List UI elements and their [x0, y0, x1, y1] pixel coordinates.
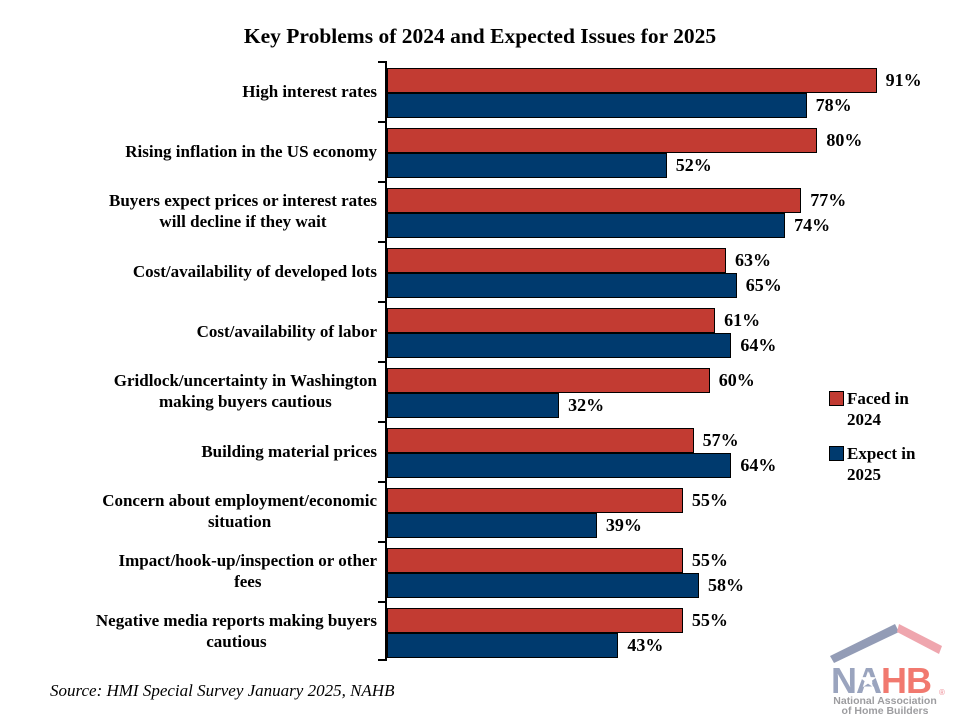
- category-label: Buyers expect prices or interest rates w…: [109, 191, 377, 231]
- value-label: 52%: [675, 155, 712, 175]
- category-labels: High interest rates Rising inflation in t…: [22, 61, 377, 661]
- value-label: 39%: [605, 515, 642, 535]
- bar-faced-2024: [387, 128, 818, 153]
- value-label: 64%: [740, 335, 777, 355]
- axis-tick: [378, 61, 385, 63]
- nahb-logo: NAHB ® National Association of Home Buil…: [830, 624, 945, 716]
- axis-tick: [378, 301, 385, 303]
- category-label: Building material prices: [201, 441, 377, 461]
- axis-tick: [378, 121, 385, 123]
- value-label: 43%: [627, 635, 664, 655]
- bar-faced-2024: [387, 428, 694, 453]
- bar-expect-2025: [387, 213, 786, 238]
- value-label: 57%: [702, 430, 739, 450]
- legend-label-2024: Faced in 2024: [847, 389, 909, 429]
- bar-faced-2024: [387, 68, 877, 93]
- logo-roof-right: [897, 624, 942, 654]
- category-label: Negative media reports making buyers cau…: [95, 611, 377, 651]
- value-label: 91%: [885, 70, 922, 90]
- value-label: 80%: [826, 130, 863, 150]
- logo-wordmark: NAHB: [831, 660, 931, 701]
- bar-expect-2025: [387, 573, 700, 598]
- bar-faced-2024: [387, 548, 683, 573]
- star-icon: [859, 671, 877, 688]
- chart-title: Key Problems of 2024 and Expected Issues…: [243, 24, 717, 48]
- value-label: 55%: [691, 550, 728, 570]
- axis-tick: [378, 659, 385, 661]
- value-label: 58%: [708, 575, 745, 595]
- legend-swatch-2025-icon: [829, 446, 844, 461]
- legend-label-2025: Expect in 2025: [847, 444, 916, 484]
- bar-faced-2024: [387, 608, 683, 633]
- bar-faced-2024: [387, 248, 726, 273]
- bar-faced-2024: [387, 308, 716, 333]
- category-label: Impact/hook-up/inspection or other fees: [118, 551, 378, 591]
- value-label: 63%: [734, 250, 771, 270]
- category-label: Cost/availability of developed lots: [132, 261, 377, 281]
- category-label: Concern about employment/economic situat…: [102, 491, 377, 531]
- bar-expect-2025: [387, 393, 560, 418]
- value-label: 61%: [724, 310, 761, 330]
- legend-swatch-2024-icon: [829, 391, 844, 406]
- bar-expect-2025: [387, 153, 667, 178]
- axis-tick: [378, 541, 385, 543]
- value-label: 60%: [718, 370, 755, 390]
- logo-subtext-line1: National Association: [833, 695, 936, 707]
- category-label: Cost/availability of labor: [196, 321, 377, 341]
- axis-tick: [378, 241, 385, 243]
- logo-subtext-line2: of Home Builders: [842, 705, 929, 716]
- category-label: Gridlock/uncertainty in Washington makin…: [113, 371, 377, 411]
- bar-expect-2025: [387, 513, 597, 538]
- category-label: High interest rates: [242, 81, 377, 101]
- logo-roof-left: [830, 624, 899, 663]
- axis-tick: [378, 361, 385, 363]
- bar-expect-2025: [387, 333, 732, 358]
- value-label: 55%: [691, 490, 728, 510]
- axis-tick: [378, 481, 385, 483]
- axis-tick: [378, 421, 385, 423]
- value-label: 55%: [691, 610, 728, 630]
- axis-tick: [378, 601, 385, 603]
- category-label: Rising inflation in the US economy: [125, 141, 377, 161]
- bar-faced-2024: [387, 188, 802, 213]
- source-note: Source: HMI Special Survey January 2025,…: [50, 681, 395, 700]
- bar-expect-2025: [387, 93, 807, 118]
- logo-registered-mark: ®: [939, 688, 945, 697]
- value-label: 78%: [815, 95, 852, 115]
- plot-area: 91% 78% 80% 52% 77% 74% 63% 65% 61% 64% 60% 32% 57% 6…: [378, 61, 925, 661]
- bar-expect-2025: [387, 633, 619, 658]
- value-label: 74%: [794, 215, 831, 235]
- legend: Faced in 2024 Expect in 2025: [829, 388, 927, 498]
- bar-expect-2025: [387, 453, 732, 478]
- bar-expect-2025: [387, 273, 737, 298]
- value-label: 77%: [810, 190, 847, 210]
- value-label: 64%: [740, 455, 777, 475]
- bar-faced-2024: [387, 488, 683, 513]
- axis-tick: [378, 181, 385, 183]
- value-label: 65%: [745, 275, 782, 295]
- bar-faced-2024: [387, 368, 710, 393]
- legend-item-expect-2025: Expect in 2025: [829, 443, 927, 485]
- value-label: 32%: [568, 395, 605, 415]
- legend-item-faced-2024: Faced in 2024: [829, 388, 927, 430]
